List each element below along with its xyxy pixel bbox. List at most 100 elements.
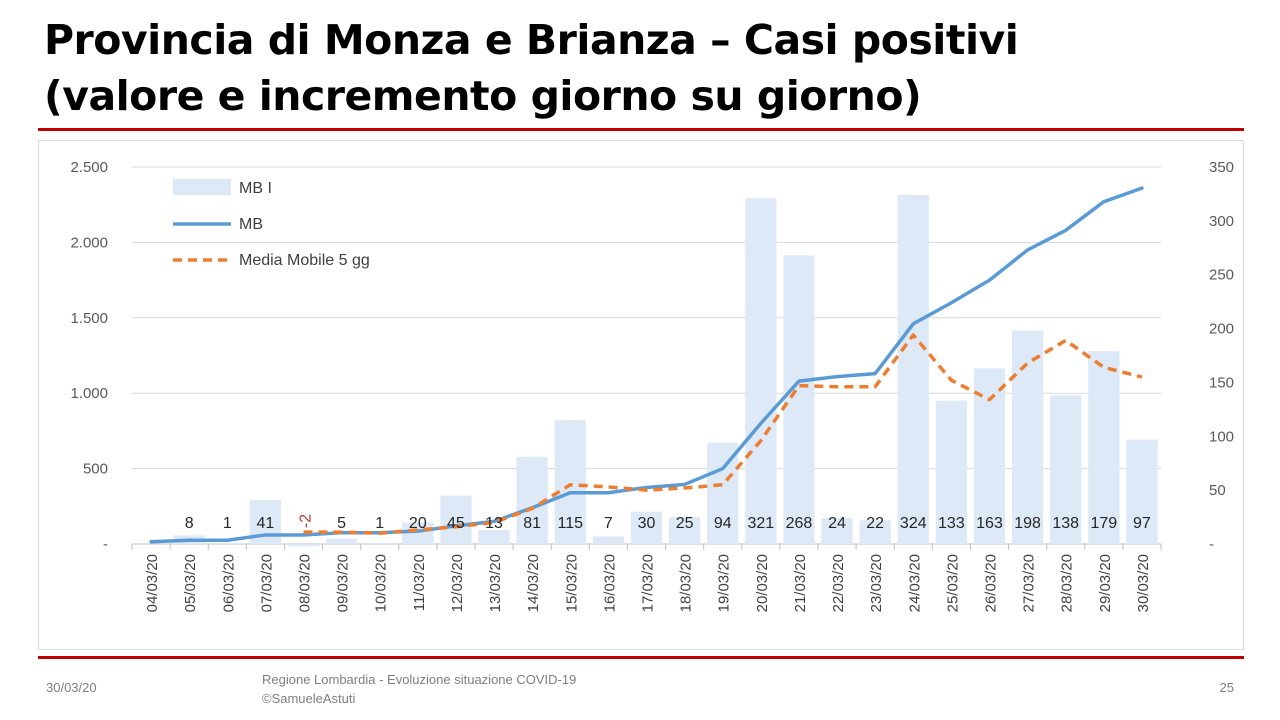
y-right-tick-label: 350 <box>1209 159 1234 176</box>
bar-data-label: 41 <box>256 515 274 532</box>
x-tick-label: 11/03/20 <box>411 554 428 611</box>
slide-title-line-1: Provincia di Monza e Brianza – Casi posi… <box>44 16 1019 64</box>
bar-data-label: -2 <box>298 514 315 528</box>
x-tick-label: 26/03/20 <box>983 554 1000 612</box>
bar-data-label: 8 <box>185 515 194 532</box>
bar <box>1011 330 1044 544</box>
y-right-tick-label: 300 <box>1209 213 1234 230</box>
x-tick-label: 21/03/20 <box>792 554 809 612</box>
x-tick-label: 18/03/20 <box>678 554 695 612</box>
legend-swatch-bars <box>173 179 231 195</box>
x-tick-label: 23/03/20 <box>868 554 885 612</box>
combo-chart: 2.5002.0001.5001.000500-3503002502001501… <box>70 159 1234 612</box>
bar <box>1126 439 1158 544</box>
x-tick-label: 27/03/20 <box>1021 554 1038 612</box>
bar <box>935 400 968 544</box>
bar <box>821 518 853 544</box>
bar-data-label: 22 <box>866 515 884 532</box>
x-tick-label: 08/03/20 <box>297 554 314 612</box>
x-tick-label: 20/03/20 <box>754 554 771 612</box>
page-number: 25 <box>1219 680 1234 695</box>
bar-data-label: 7 <box>604 515 613 532</box>
chart-area: 2.500 2.000 1.500 1.000 500-350 300 250 200 150 1… <box>38 140 1244 650</box>
x-tick-label: 10/03/20 <box>373 554 390 612</box>
bar-data-label: 1 <box>223 515 232 532</box>
bar <box>859 520 891 544</box>
bar-data-label: 138 <box>1052 515 1079 532</box>
y-right-tick-label: 100 <box>1209 428 1234 445</box>
bar <box>707 442 739 544</box>
y-right-tick-label: 50 <box>1209 482 1226 499</box>
bar <box>668 517 701 544</box>
bar-data-label: 321 <box>747 515 774 532</box>
bar-data-label: 115 <box>558 515 584 532</box>
y-left-tick-label: - <box>103 536 108 553</box>
bar-data-label: 97 <box>1133 515 1151 532</box>
x-tick-label: 24/03/20 <box>906 554 923 612</box>
bar-data-label: 30 <box>638 515 656 532</box>
bar-data-label: 5 <box>337 515 346 532</box>
x-tick-label: 16/03/20 <box>601 554 618 612</box>
bar-data-label: 25 <box>676 515 694 532</box>
y-left-tick-label: 2.000 <box>70 234 108 251</box>
legend-label-mb: MB <box>239 216 263 233</box>
top-accent-rule <box>38 128 1244 131</box>
legend: MB I MB Media Mobile 5 gg <box>173 179 370 269</box>
y-left-tick-label: 1.000 <box>70 385 108 402</box>
bar-data-label: 268 <box>786 515 813 532</box>
y-left-tick-label: 2.500 <box>70 159 108 176</box>
x-tick-label: 14/03/20 <box>525 554 542 612</box>
slide-title-line-2: (valore e incremento giorno su giorno) <box>44 72 922 120</box>
bar-data-label: 13 <box>485 515 503 532</box>
bar <box>745 198 777 544</box>
y-right-tick-label: 150 <box>1209 374 1234 391</box>
x-tick-label: 12/03/20 <box>449 554 466 612</box>
bar <box>783 255 815 544</box>
bar <box>897 195 929 544</box>
x-tick-label: 05/03/20 <box>182 554 199 612</box>
bar-data-label: 198 <box>1014 515 1041 532</box>
bar <box>364 542 396 544</box>
bar-data-label: 94 <box>714 515 732 532</box>
x-tick-label: 04/03/20 <box>144 554 161 612</box>
x-tick-label: 30/03/20 <box>1135 554 1152 612</box>
bar <box>1088 351 1120 544</box>
x-tick-label: 06/03/20 <box>220 554 237 612</box>
x-tick-label: 13/03/20 <box>487 554 504 612</box>
x-tick-label: 22/03/20 <box>830 554 847 612</box>
bar <box>287 544 320 547</box>
bar-data-label: 81 <box>523 515 541 532</box>
slide-title: Provincia di Monza e Brianza – Casi posi… <box>44 12 1244 124</box>
y-right-tick-label: 200 <box>1209 321 1234 338</box>
bar <box>592 536 625 544</box>
x-tick-label: 17/03/20 <box>640 554 657 612</box>
bar <box>211 542 243 544</box>
series-line-moving-average <box>303 333 1143 535</box>
legend-label-bars: MB I <box>239 180 272 197</box>
x-tick-label: 19/03/20 <box>716 554 733 612</box>
y-right-tick-label: 250 <box>1209 267 1234 284</box>
bar-data-label: 324 <box>900 515 927 532</box>
bottom-accent-rule <box>38 656 1244 659</box>
x-tick-label: 29/03/20 <box>1097 554 1114 612</box>
y-right-tick-label: - <box>1209 536 1214 553</box>
x-tick-label: 28/03/20 <box>1059 554 1076 612</box>
legend-label-moving-average: Media Mobile 5 gg <box>239 252 370 269</box>
bar-data-label: 24 <box>828 515 846 532</box>
bar-data-label: 133 <box>938 515 965 532</box>
bar <box>440 495 472 544</box>
x-tick-label: 25/03/20 <box>944 554 961 612</box>
bar <box>325 538 358 544</box>
y-left-tick-label: 500 <box>83 461 108 478</box>
footer-source-line-2: ©SamueleAstuti <box>262 691 356 706</box>
y-left-tick-label: 1.500 <box>70 310 108 327</box>
series-line-mb <box>149 186 1144 544</box>
bar-data-label: 20 <box>409 515 427 532</box>
x-tick-label: 07/03/20 <box>258 554 275 612</box>
x-tick-label: 09/03/20 <box>335 554 352 612</box>
bar <box>554 420 586 544</box>
footer-source-line-1: Regione Lombardia - Evoluzione situazion… <box>262 672 577 687</box>
bar <box>478 529 510 544</box>
x-tick-label: 15/03/20 <box>563 554 580 612</box>
footer-source: Regione Lombardia - Evoluzione situazion… <box>262 670 576 708</box>
